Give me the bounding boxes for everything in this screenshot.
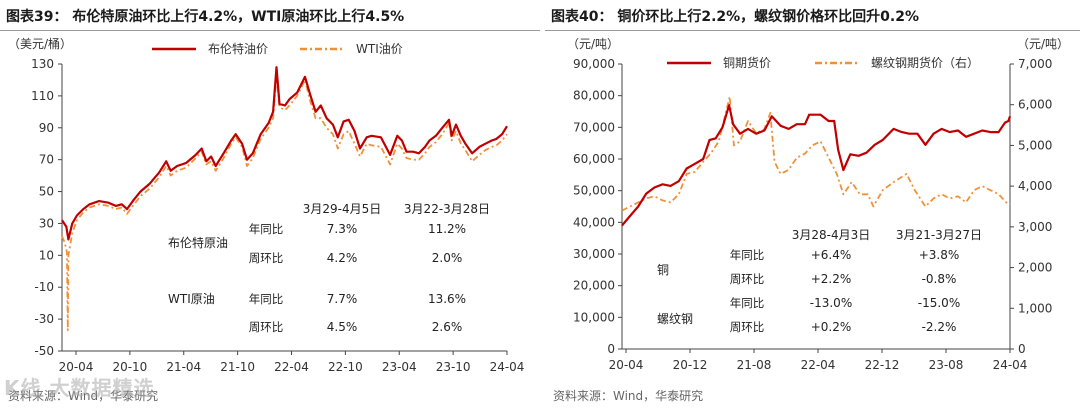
table-group-label-1: 螺纹钢 (657, 312, 693, 326)
oil-x-tick-label-1: 20-10 (112, 360, 147, 374)
table-col-header-1: 3月22-3月28日 (404, 202, 490, 216)
metal-x-tick-label-3: 22-04 (801, 358, 836, 372)
metal-y-tick-label-right-4: 3,000 (1018, 220, 1052, 234)
table-value-0-0-1: 11.2% (428, 222, 466, 236)
metal-y-tick-label-right-0: 7,000 (1018, 57, 1052, 71)
metal-y-tick-label-left-0: 90,000 (573, 57, 615, 71)
oil-price-chart: （美元/桶） 130 110 90 70 50 30 10 -10 -30 -50 20-04 20-1… (8, 36, 525, 374)
metal-y-tick-label-right-6: 1,000 (1018, 301, 1052, 315)
metal-unit-label-right: （元/吨） (1017, 37, 1069, 51)
metal-x-tick-label-0: 20-04 (609, 358, 644, 372)
table-metric-0-0: 年同比 (730, 248, 765, 262)
oil-y-tick-label-0: 130 (31, 57, 54, 71)
oil-x-tick-label-0: 20-04 (59, 360, 94, 374)
metal-y-tick-label-left-9: 0 (607, 342, 615, 356)
table-metric-0-1: 周环比 (249, 251, 284, 265)
oil-x-tick-label-3: 21-10 (220, 360, 255, 374)
metal-chart-source: 资料来源：Wind，华泰研究 (553, 389, 704, 403)
metal-series-line-0 (621, 104, 1012, 227)
table-group-label-1: WTI原油 (168, 292, 215, 306)
oil-y-tick-label-3: 70 (39, 153, 54, 167)
table-col-header-0: 3月28-4月3日 (792, 228, 871, 242)
metal-x-tick-label-5: 23-08 (929, 358, 964, 372)
metal-series-line-1 (621, 95, 1011, 212)
oil-y-tick-label-5: 30 (39, 216, 54, 230)
metal-y-tick-label-left-4: 50,000 (573, 184, 615, 198)
metal-y-tick-label-left-7: 20,000 (573, 279, 615, 293)
legend-label-0: 铜期货价 (723, 55, 771, 70)
metal-x-tick-label-2: 21-08 (737, 358, 772, 372)
metal-y-tick-label-right-3: 4,000 (1018, 179, 1052, 193)
legend-label-1: WTI油价 (356, 42, 403, 56)
metal-unit-label-left: （元/吨） (567, 37, 619, 51)
table-col-header-0: 3月29-4月5日 (303, 202, 382, 216)
table-value-0-1-1: -0.8% (922, 272, 957, 286)
metal-y-tick-label-left-8: 10,000 (573, 310, 615, 324)
oil-y-tick-label-2: 90 (39, 121, 54, 135)
metal-chart-panel: 图表40： 铜价环比上行2.2%，螺纹钢价格环比回升0.2% （元/吨） （元/吨… (545, 0, 1080, 410)
table-group-label-0: 布伦特原油 (168, 235, 228, 250)
metal-y-tick-label-left-2: 70,000 (573, 120, 615, 134)
metal-y-tick-label-right-1: 6,000 (1018, 98, 1052, 112)
table-value-0-1-0: 4.2% (327, 251, 358, 265)
watermark: K线 大数据精选 (4, 376, 155, 400)
oil-y-tick-label-6: 10 (39, 248, 54, 262)
table-col-header-1: 3月21-3月27日 (896, 228, 982, 242)
oil-y-tick-label-1: 110 (31, 89, 54, 103)
table-value-1-0-1: -15.0% (918, 296, 960, 310)
metal-y-tick-label-left-6: 30,000 (573, 247, 615, 261)
oil-y-tick-label-9: -50 (34, 344, 54, 358)
oil-y-tick-label-7: -10 (34, 280, 54, 294)
oil-chart-source: 资料来源：Wind，华泰研究 (8, 389, 159, 403)
table-value-1-0-0: -13.0% (810, 296, 852, 310)
oil-chart-title: 图表39： 布伦特原油环比上行4.2%，WTI原油环比上行4.5% (6, 9, 405, 25)
oil-x-tick-label-6: 23-04 (382, 360, 417, 374)
oil-x-tick-label-2: 21-04 (166, 360, 201, 374)
metal-y-tick-label-right-2: 5,000 (1018, 138, 1052, 152)
table-metric-1-0: 年同比 (730, 296, 765, 310)
oil-x-tick-label-4: 22-04 (274, 360, 309, 374)
table-metric-1-1: 周环比 (249, 320, 284, 334)
legend-label-1: 螺纹钢期货价（右） (871, 55, 979, 70)
table-value-1-1-1: -2.2% (922, 320, 957, 334)
metal-y-tick-label-left-1: 80,000 (573, 89, 615, 103)
oil-y-tick-label-4: 50 (39, 185, 54, 199)
oil-y-tick-label-8: -30 (34, 312, 54, 326)
oil-title-divider (0, 30, 540, 31)
table-value-0-1-0: +2.2% (811, 272, 852, 286)
table-value-1-1-0: +0.2% (811, 320, 852, 334)
metal-chart-title: 图表40： 铜价环比上行2.2%，螺纹钢价格环比回升0.2% (551, 9, 920, 25)
metal-y-tick-label-right-5: 2,000 (1018, 261, 1052, 275)
oil-x-tick-label-8: 24-04 (490, 360, 525, 374)
legend-label-0: 布伦特油价 (208, 41, 268, 56)
table-value-1-1-1: 2.6% (432, 320, 463, 334)
metal-y-tick-label-left-3: 60,000 (573, 152, 615, 166)
table-metric-1-0: 年同比 (249, 292, 284, 306)
oil-chart-panel: 图表39： 布伦特原油环比上行4.2%，WTI原油环比上行4.5% （美元/桶）… (0, 9, 540, 403)
table-value-1-1-0: 4.5% (327, 320, 358, 334)
metal-price-chart: （元/吨） （元/吨） 90,000 80,000 70,000 60,000 50,000… (567, 37, 1069, 372)
metal-x-tick-label-1: 20-12 (673, 358, 708, 372)
metal-y-tick-label-left-5: 40,000 (573, 215, 615, 229)
metal-y-tick-label-right-7: 0 (1018, 342, 1026, 356)
table-value-1-0-0: 7.7% (327, 292, 358, 306)
table-value-0-0-0: +6.4% (811, 248, 852, 262)
table-metric-1-1: 周环比 (730, 320, 765, 334)
table-value-0-1-1: 2.0% (432, 251, 463, 265)
metal-title-divider (545, 30, 1080, 31)
metal-x-tick-label-6: 24-04 (993, 358, 1028, 372)
oil-series-line-1 (61, 74, 508, 332)
metal-x-tick-label-4: 22-12 (865, 358, 900, 372)
table-value-1-0-1: 13.6% (428, 292, 466, 306)
oil-series-line-0 (61, 66, 508, 241)
table-value-0-0-1: +3.8% (919, 248, 960, 262)
table-metric-0-1: 周环比 (730, 272, 765, 286)
table-value-0-0-0: 7.3% (327, 222, 358, 236)
oil-x-tick-label-5: 22-10 (328, 360, 363, 374)
table-metric-0-0: 年同比 (249, 222, 284, 236)
oil-unit-label: （美元/桶） (8, 36, 72, 51)
oil-x-tick-label-7: 23-10 (436, 360, 471, 374)
table-group-label-0: 铜 (657, 262, 669, 277)
